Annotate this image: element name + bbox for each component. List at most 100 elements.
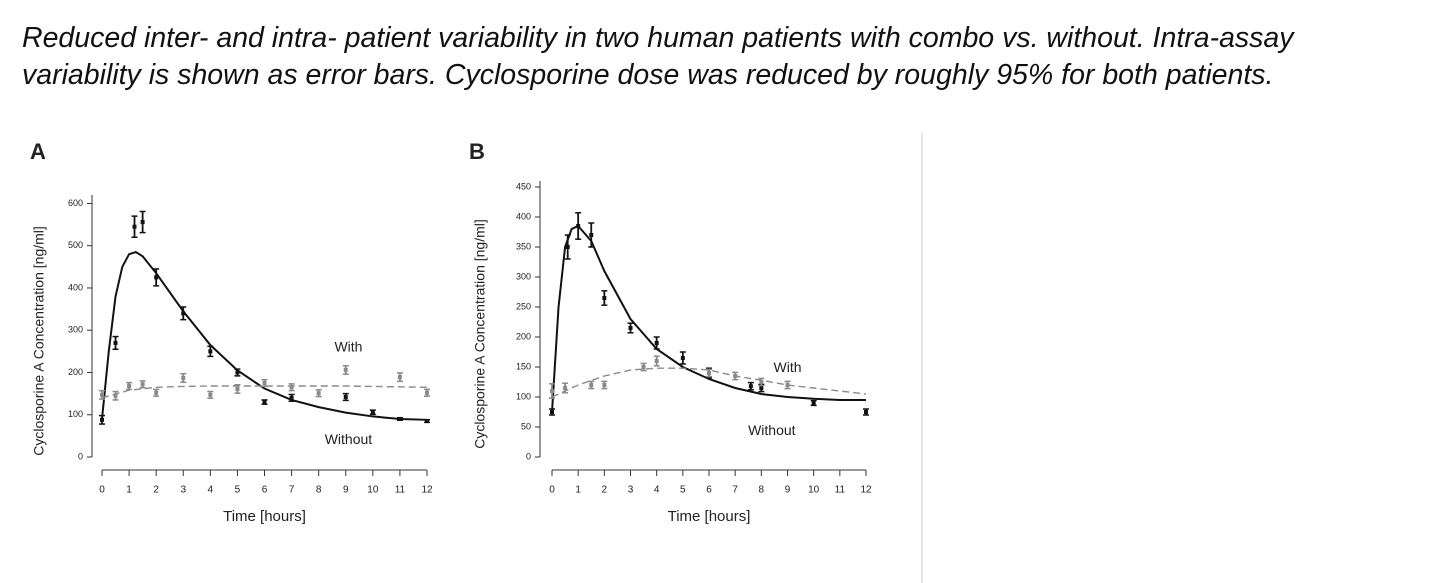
x-tick-label: 5 [235, 485, 241, 496]
x-tick-label: 0 [99, 485, 105, 496]
series-label: Without [748, 422, 796, 438]
x-tick-label: 12 [421, 485, 433, 496]
data-point [235, 386, 240, 391]
x-tick-label: 5 [680, 485, 686, 496]
x-tick-label: 7 [289, 485, 295, 496]
data-point [576, 224, 581, 228]
x-tick-label: 12 [860, 485, 872, 496]
series-label: With [774, 359, 802, 375]
data-point [759, 380, 764, 384]
x-tick-label: 8 [759, 485, 765, 496]
data-point [654, 359, 659, 363]
data-point [550, 410, 554, 414]
data-point [811, 401, 816, 405]
y-tick-label: 400 [68, 282, 83, 292]
x-axis-label: Time [hours] [668, 508, 751, 525]
data-point [425, 390, 429, 395]
caption: Reduced inter- and intra- patient variab… [22, 22, 1294, 91]
x-tick-label: 2 [602, 485, 608, 496]
data-point [589, 233, 594, 237]
x-tick-label: 7 [732, 485, 738, 496]
y-tick-label: 300 [68, 325, 83, 335]
data-point [289, 385, 294, 390]
data-point [654, 341, 659, 345]
y-tick-label: 200 [516, 331, 531, 341]
data-point [748, 384, 753, 389]
y-tick-label: 100 [516, 391, 531, 401]
x-axis-label: Time [hours] [223, 508, 306, 525]
data-point [316, 391, 321, 396]
x-tick-label: 1 [126, 485, 132, 496]
data-point [425, 419, 429, 424]
data-point [602, 383, 607, 387]
data-point [100, 417, 104, 422]
data-point [140, 382, 145, 387]
x-tick-label: 10 [367, 485, 379, 496]
data-point [759, 386, 764, 390]
x-tick-label: 9 [343, 485, 349, 496]
panel-label: A [30, 139, 46, 164]
y-tick-label: 300 [516, 271, 531, 281]
x-tick-label: 2 [153, 485, 159, 496]
x-tick-label: 11 [835, 485, 846, 496]
data-point [262, 400, 267, 405]
y-tick-label: 500 [68, 240, 83, 250]
fit-curve [551, 224, 866, 413]
y-tick-label: 400 [516, 211, 531, 221]
data-point [100, 392, 104, 397]
series-label: Without [325, 431, 373, 447]
data-point [641, 365, 646, 369]
data-point [113, 340, 118, 345]
fit-curve [551, 367, 867, 398]
y-tick-label: 200 [68, 367, 83, 377]
data-point [154, 390, 159, 395]
y-tick-label: 450 [516, 181, 531, 191]
y-axis-label: Cyclosporine A Concentration [ng/ml] [472, 219, 488, 449]
x-tick-label: 9 [785, 485, 791, 496]
y-tick-label: 250 [516, 301, 531, 311]
x-tick-label: 10 [808, 485, 820, 496]
y-tick-label: 100 [68, 409, 83, 419]
data-point [343, 367, 348, 372]
data-point [262, 381, 267, 386]
series-label: With [334, 339, 362, 355]
x-tick-label: 8 [316, 485, 322, 496]
x-tick-label: 4 [208, 485, 214, 496]
data-point [628, 326, 633, 330]
data-point [707, 371, 711, 375]
y-axis-label: Cyclosporine A Concentration [ng/ml] [31, 226, 47, 456]
data-point [602, 296, 607, 300]
data-point [397, 375, 402, 380]
y-tick-label: 350 [516, 241, 531, 251]
data-point [181, 311, 186, 316]
data-point [154, 275, 159, 280]
data-point [565, 245, 570, 249]
data-point [550, 389, 554, 393]
y-tick-label: 50 [521, 421, 531, 431]
x-tick-label: 3 [628, 485, 634, 496]
data-point [589, 383, 594, 387]
data-point [208, 392, 213, 397]
x-tick-label: 3 [180, 485, 186, 496]
y-tick-label: 150 [516, 361, 531, 371]
data-point [733, 374, 738, 378]
data-point [132, 224, 137, 229]
x-tick-label: 4 [654, 485, 660, 496]
data-point [397, 416, 402, 421]
data-point [785, 383, 790, 387]
x-tick-label: 11 [395, 485, 406, 496]
data-point [343, 394, 348, 399]
data-point [140, 220, 145, 225]
data-point [680, 356, 685, 360]
x-tick-label: 6 [262, 485, 268, 496]
data-point [181, 375, 186, 380]
data-point [563, 386, 568, 390]
data-point [127, 384, 132, 389]
y-tick-label: 600 [68, 198, 83, 208]
y-tick-label: 0 [78, 451, 83, 461]
data-point [208, 349, 213, 354]
x-tick-label: 1 [575, 485, 581, 496]
fit-curve [101, 250, 428, 421]
